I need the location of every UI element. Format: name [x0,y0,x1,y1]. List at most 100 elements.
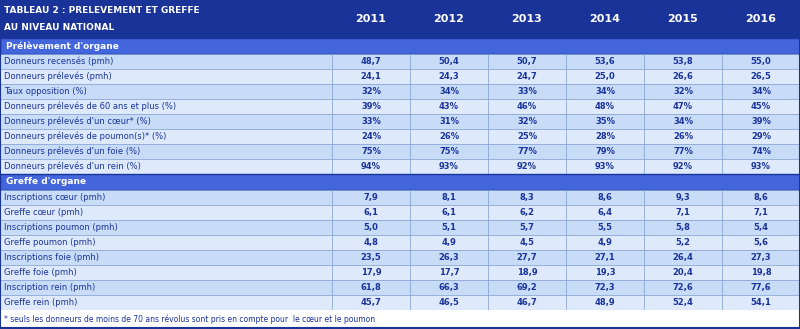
Bar [722,114,800,129]
Bar [488,0,566,38]
Text: 48,9: 48,9 [594,298,615,307]
Text: Prélèvement d'organe: Prélèvement d'organe [6,41,119,51]
Bar [488,99,566,114]
Text: 77,6: 77,6 [750,283,771,292]
Text: * seuls les donneurs de moins de 70 ans révolus sont pris en compte pour  le cœu: * seuls les donneurs de moins de 70 ans … [4,314,375,324]
Text: 72,6: 72,6 [673,283,694,292]
Text: Inscriptions foie (pmh): Inscriptions foie (pmh) [4,253,99,262]
Bar [488,235,566,250]
Bar [332,54,410,69]
Bar [722,129,800,144]
Bar [566,159,644,174]
Bar [410,69,488,84]
Bar [644,69,722,84]
Text: 2011: 2011 [355,14,386,24]
Bar [566,235,644,250]
Text: 33%: 33% [517,87,537,96]
Text: 92%: 92% [517,162,537,171]
Text: 26,3: 26,3 [438,253,459,262]
Text: Greffe foie (pmh): Greffe foie (pmh) [4,268,77,277]
Text: 5,1: 5,1 [442,223,457,232]
Bar [332,250,410,265]
Bar [0,69,332,84]
Text: 25%: 25% [517,132,537,141]
Text: 5,4: 5,4 [754,223,769,232]
Text: 26,6: 26,6 [673,72,694,81]
Bar [722,69,800,84]
Bar [722,190,800,205]
Bar [644,190,722,205]
Bar [332,0,410,38]
Bar [0,295,332,310]
Bar [410,114,488,129]
Bar [566,129,644,144]
Text: 26,5: 26,5 [750,72,771,81]
Bar [332,280,410,295]
Bar [0,310,800,328]
Bar [566,265,644,280]
Text: 5,8: 5,8 [675,223,690,232]
Text: 24,3: 24,3 [438,72,459,81]
Bar [644,295,722,310]
Text: 66,3: 66,3 [438,283,459,292]
Bar [0,220,332,235]
Bar [332,265,410,280]
Text: 8,3: 8,3 [520,193,534,202]
Text: 46,5: 46,5 [438,298,459,307]
Text: 39%: 39% [361,102,381,111]
Text: Donneurs prélevés (pmh): Donneurs prélevés (pmh) [4,72,112,81]
Bar [722,265,800,280]
Bar [644,205,722,220]
Bar [332,295,410,310]
Bar [644,99,722,114]
Bar [722,280,800,295]
Bar [566,0,644,38]
Text: 93%: 93% [595,162,615,171]
Bar [0,0,332,38]
Text: Inscriptions poumon (pmh): Inscriptions poumon (pmh) [4,223,118,232]
Text: 24,1: 24,1 [361,72,382,81]
Text: 47%: 47% [673,102,693,111]
Bar [410,205,488,220]
Bar [566,69,644,84]
Bar [0,265,332,280]
Text: 4,9: 4,9 [442,238,457,247]
Bar [488,144,566,159]
Text: 45%: 45% [751,102,771,111]
Text: 46,7: 46,7 [517,298,538,307]
Text: Greffe poumon (pmh): Greffe poumon (pmh) [4,238,95,247]
Text: 6,1: 6,1 [363,208,378,217]
Bar [410,295,488,310]
Text: 26,4: 26,4 [673,253,694,262]
Text: 2014: 2014 [590,14,621,24]
Bar [566,144,644,159]
Bar [566,190,644,205]
Text: Donneurs prélevés d'un foie (%): Donneurs prélevés d'un foie (%) [4,147,140,156]
Bar [0,38,800,54]
Bar [332,69,410,84]
Bar [566,280,644,295]
Bar [488,84,566,99]
Text: 9,3: 9,3 [676,193,690,202]
Text: 69,2: 69,2 [517,283,538,292]
Text: 2015: 2015 [668,14,698,24]
Text: 24,7: 24,7 [517,72,538,81]
Bar [566,205,644,220]
Bar [0,144,332,159]
Text: Inscriptions cœur (pmh): Inscriptions cœur (pmh) [4,193,106,202]
Text: 28%: 28% [595,132,615,141]
Bar [722,84,800,99]
Text: 43%: 43% [439,102,459,111]
Bar [644,235,722,250]
Bar [488,114,566,129]
Bar [644,265,722,280]
Text: 7,1: 7,1 [675,208,690,217]
Text: 33%: 33% [361,117,381,126]
Text: 8,6: 8,6 [598,193,613,202]
Text: 34%: 34% [595,87,615,96]
Text: 32%: 32% [673,87,693,96]
Bar [488,190,566,205]
Bar [332,99,410,114]
Bar [722,159,800,174]
Text: Taux opposition (%): Taux opposition (%) [4,87,86,96]
